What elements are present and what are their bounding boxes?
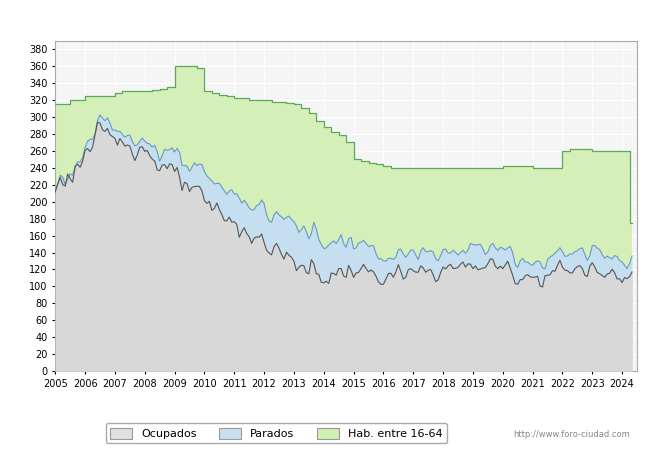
Text: La Almarcha - Evolucion de la poblacion en edad de Trabajar Mayo de 2024: La Almarcha - Evolucion de la poblacion … <box>77 13 573 26</box>
Text: http://www.foro-ciudad.com: http://www.foro-ciudad.com <box>514 430 630 439</box>
Legend: Ocupados, Parados, Hab. entre 16-64: Ocupados, Parados, Hab. entre 16-64 <box>106 423 447 443</box>
